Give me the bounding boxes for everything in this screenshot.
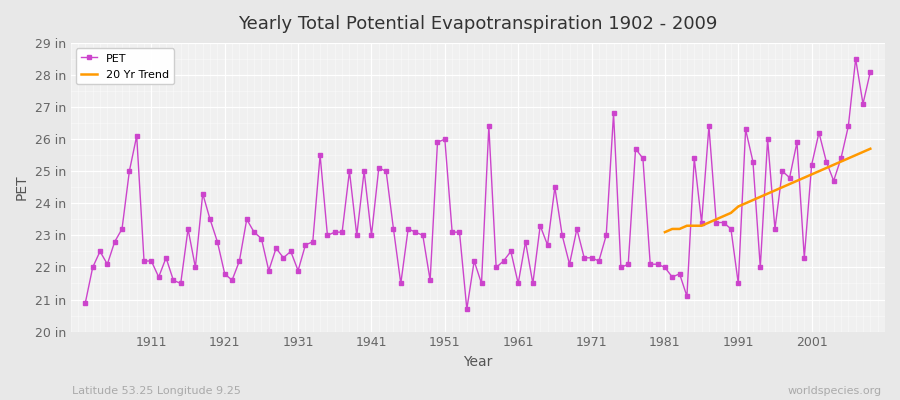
20 Yr Trend bbox=[755, 194, 766, 199]
Line: PET: PET bbox=[84, 57, 872, 311]
PET bbox=[777, 169, 788, 174]
X-axis label: Year: Year bbox=[464, 355, 492, 369]
20 Yr Trend bbox=[821, 166, 832, 170]
Line: 20 Yr Trend: 20 Yr Trend bbox=[665, 149, 870, 232]
20 Yr Trend bbox=[674, 226, 685, 231]
Legend: PET, 20 Yr Trend: PET, 20 Yr Trend bbox=[76, 48, 174, 84]
PET bbox=[762, 137, 773, 142]
20 Yr Trend bbox=[688, 223, 699, 228]
20 Yr Trend bbox=[777, 185, 788, 190]
20 Yr Trend bbox=[681, 223, 692, 228]
20 Yr Trend bbox=[733, 204, 743, 209]
PET bbox=[204, 217, 215, 222]
20 Yr Trend bbox=[725, 210, 736, 215]
20 Yr Trend bbox=[740, 201, 751, 206]
20 Yr Trend bbox=[858, 150, 868, 154]
20 Yr Trend bbox=[704, 220, 715, 225]
Title: Yearly Total Potential Evapotranspiration 1902 - 2009: Yearly Total Potential Evapotranspiratio… bbox=[238, 15, 717, 33]
20 Yr Trend bbox=[770, 188, 780, 193]
20 Yr Trend bbox=[799, 175, 810, 180]
20 Yr Trend bbox=[850, 153, 861, 158]
20 Yr Trend bbox=[843, 156, 854, 161]
20 Yr Trend bbox=[711, 217, 722, 222]
PET bbox=[446, 230, 457, 234]
Text: worldspecies.org: worldspecies.org bbox=[788, 386, 882, 396]
PET bbox=[850, 56, 861, 61]
20 Yr Trend bbox=[660, 230, 670, 234]
Text: Latitude 53.25 Longitude 9.25: Latitude 53.25 Longitude 9.25 bbox=[72, 386, 241, 396]
20 Yr Trend bbox=[667, 226, 678, 231]
20 Yr Trend bbox=[748, 198, 759, 202]
20 Yr Trend bbox=[828, 162, 839, 167]
PET bbox=[80, 300, 91, 305]
20 Yr Trend bbox=[784, 182, 795, 186]
PET bbox=[462, 307, 472, 312]
20 Yr Trend bbox=[762, 191, 773, 196]
20 Yr Trend bbox=[806, 172, 817, 177]
PET bbox=[711, 220, 722, 225]
Y-axis label: PET: PET bbox=[15, 174, 29, 200]
20 Yr Trend bbox=[835, 159, 846, 164]
20 Yr Trend bbox=[814, 169, 824, 174]
PET bbox=[160, 256, 171, 260]
20 Yr Trend bbox=[718, 214, 729, 218]
20 Yr Trend bbox=[865, 146, 876, 151]
20 Yr Trend bbox=[697, 223, 707, 228]
20 Yr Trend bbox=[792, 178, 803, 183]
PET bbox=[865, 69, 876, 74]
